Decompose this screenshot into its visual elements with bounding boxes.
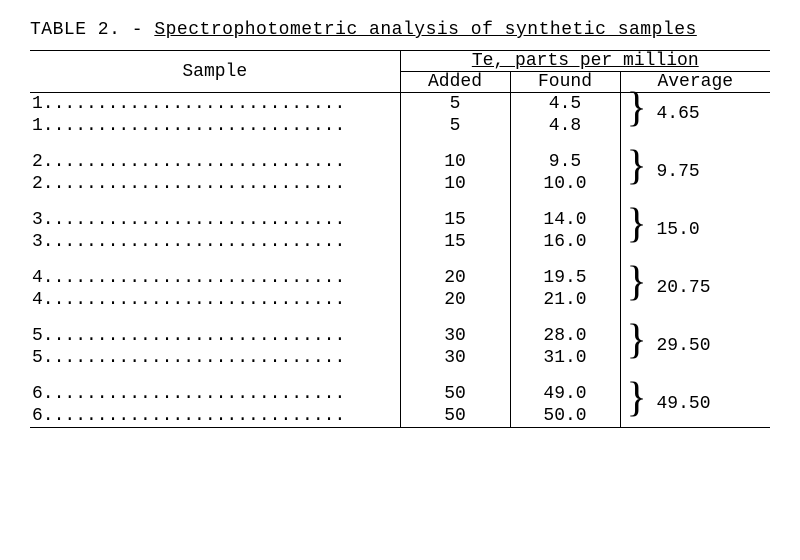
sample-cell: 5............................ bbox=[30, 347, 400, 369]
curly-brace-icon: } bbox=[627, 203, 647, 245]
sample-cell: 1............................ bbox=[30, 115, 400, 137]
table-row: 6............................5049.0}49.5… bbox=[30, 383, 770, 405]
found-cell: 16.0 bbox=[510, 231, 620, 253]
average-value: 9.75 bbox=[657, 161, 700, 183]
col-header-added: Added bbox=[400, 72, 510, 93]
sample-cell: 3............................ bbox=[30, 209, 400, 231]
group-spacer bbox=[30, 311, 770, 325]
caption-prefix: TABLE 2. - bbox=[30, 20, 154, 40]
added-cell: 10 bbox=[400, 151, 510, 173]
average-cell: }4.65 bbox=[620, 93, 770, 138]
added-cell: 15 bbox=[400, 209, 510, 231]
found-cell: 31.0 bbox=[510, 347, 620, 369]
sample-cell: 2............................ bbox=[30, 151, 400, 173]
sample-cell: 4............................ bbox=[30, 267, 400, 289]
found-cell: 19.5 bbox=[510, 267, 620, 289]
found-cell: 21.0 bbox=[510, 289, 620, 311]
curly-brace-icon: } bbox=[627, 87, 647, 129]
average-cell: }49.50 bbox=[620, 383, 770, 428]
table-caption: TABLE 2. - Spectrophotometric analysis o… bbox=[30, 20, 770, 40]
found-cell: 49.0 bbox=[510, 383, 620, 405]
found-cell: 4.5 bbox=[510, 93, 620, 116]
table-row: 4............................2019.5}20.7… bbox=[30, 267, 770, 289]
average-cell: }15.0 bbox=[620, 209, 770, 253]
average-value: 4.65 bbox=[657, 103, 700, 125]
added-cell: 10 bbox=[400, 173, 510, 195]
added-cell: 20 bbox=[400, 267, 510, 289]
added-cell: 50 bbox=[400, 383, 510, 405]
added-cell: 15 bbox=[400, 231, 510, 253]
group-spacer bbox=[30, 369, 770, 383]
average-cell: }29.50 bbox=[620, 325, 770, 369]
added-cell: 30 bbox=[400, 347, 510, 369]
curly-brace-icon: } bbox=[627, 261, 647, 303]
col-header-sample: Sample bbox=[30, 51, 400, 93]
sample-cell: 2............................ bbox=[30, 173, 400, 195]
found-cell: 14.0 bbox=[510, 209, 620, 231]
sample-cell: 3............................ bbox=[30, 231, 400, 253]
table-row: 3............................1514.0}15.0 bbox=[30, 209, 770, 231]
found-cell: 10.0 bbox=[510, 173, 620, 195]
data-table: Sample Te, parts per million Added Found… bbox=[30, 50, 770, 428]
group-spacer bbox=[30, 253, 770, 267]
found-cell: 28.0 bbox=[510, 325, 620, 347]
group-spacer bbox=[30, 137, 770, 151]
col-header-found: Found bbox=[510, 72, 620, 93]
table-row: 5............................3028.0}29.5… bbox=[30, 325, 770, 347]
caption-main: Spectrophotometric analysis of synthetic… bbox=[154, 20, 696, 40]
found-cell: 50.0 bbox=[510, 405, 620, 428]
table-row: 1............................54.5}4.65 bbox=[30, 93, 770, 116]
found-cell: 9.5 bbox=[510, 151, 620, 173]
average-value: 29.50 bbox=[657, 335, 711, 357]
added-cell: 5 bbox=[400, 93, 510, 116]
sample-cell: 6............................ bbox=[30, 405, 400, 428]
group-spacer bbox=[30, 195, 770, 209]
average-value: 49.50 bbox=[657, 393, 711, 415]
average-cell: }9.75 bbox=[620, 151, 770, 195]
added-cell: 20 bbox=[400, 289, 510, 311]
curly-brace-icon: } bbox=[627, 145, 647, 187]
table-body: 1............................54.5}4.651.… bbox=[30, 93, 770, 428]
curly-brace-icon: } bbox=[627, 377, 647, 419]
sample-cell: 1............................ bbox=[30, 93, 400, 116]
curly-brace-icon: } bbox=[627, 319, 647, 361]
average-value: 20.75 bbox=[657, 277, 711, 299]
added-cell: 5 bbox=[400, 115, 510, 137]
found-cell: 4.8 bbox=[510, 115, 620, 137]
average-cell: }20.75 bbox=[620, 267, 770, 311]
added-cell: 30 bbox=[400, 325, 510, 347]
sample-cell: 4............................ bbox=[30, 289, 400, 311]
table-row: 2............................109.5}9.75 bbox=[30, 151, 770, 173]
added-cell: 50 bbox=[400, 405, 510, 428]
col-header-group: Te, parts per million bbox=[400, 51, 770, 72]
sample-cell: 6............................ bbox=[30, 383, 400, 405]
sample-cell: 5............................ bbox=[30, 325, 400, 347]
average-value: 15.0 bbox=[657, 219, 700, 241]
